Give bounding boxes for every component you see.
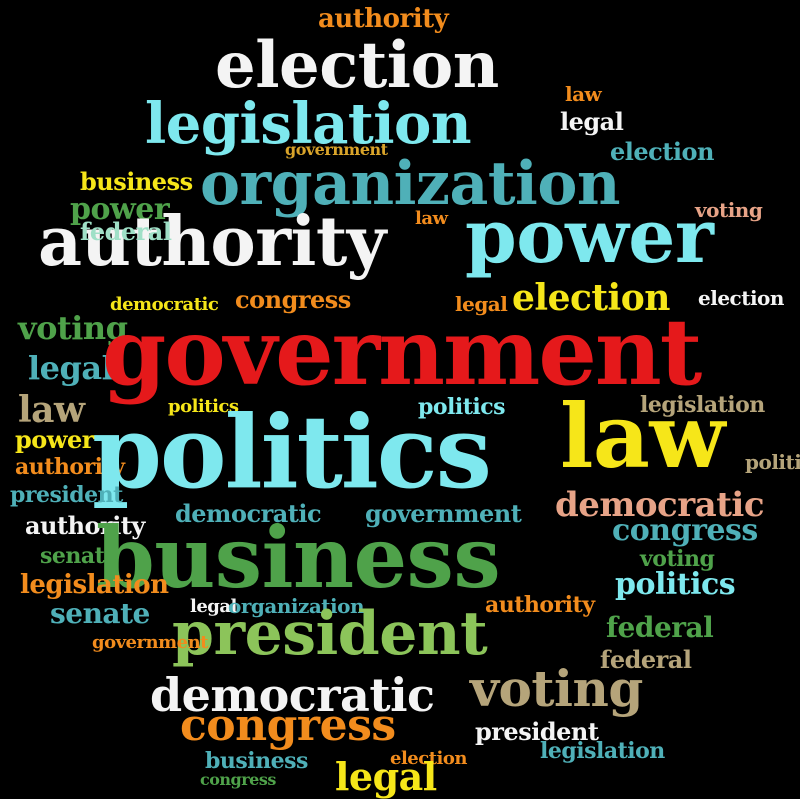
word: government xyxy=(102,298,702,406)
word: politics xyxy=(92,393,492,511)
word: senate xyxy=(50,597,150,630)
word: authority xyxy=(38,202,386,282)
word: president xyxy=(475,717,599,746)
word: politics xyxy=(418,394,506,420)
word: election xyxy=(610,137,714,166)
word: authority xyxy=(25,511,145,540)
word: election xyxy=(512,277,670,319)
word: legal xyxy=(335,754,437,799)
word: authority xyxy=(485,592,595,618)
word: congress xyxy=(180,700,396,751)
word: democratic xyxy=(110,294,219,315)
word: legal xyxy=(190,596,237,617)
word: president xyxy=(10,482,123,508)
word: election xyxy=(215,28,499,103)
word: business xyxy=(80,167,193,196)
word: democratic xyxy=(555,485,765,525)
word: democratic xyxy=(150,668,435,722)
word: business xyxy=(96,508,501,607)
word: law xyxy=(560,384,725,488)
word: authority xyxy=(318,4,449,34)
word: legislation xyxy=(20,570,169,600)
word: voting xyxy=(470,659,643,718)
word: power xyxy=(15,425,94,454)
word: legislation xyxy=(145,91,472,157)
word: election xyxy=(390,748,467,769)
word: law xyxy=(18,389,85,431)
word: congress xyxy=(235,285,351,314)
word: power xyxy=(70,192,170,227)
word: legal xyxy=(560,107,624,136)
word: legislation xyxy=(540,738,665,764)
word: federal xyxy=(606,611,714,644)
word: election xyxy=(698,286,784,310)
word: congress xyxy=(612,513,758,548)
word: law xyxy=(565,82,602,106)
word: organization xyxy=(200,149,620,219)
word: congress xyxy=(200,770,276,789)
word: federal xyxy=(600,645,692,674)
word: legal xyxy=(28,349,114,387)
word: government xyxy=(285,140,388,159)
word: organization xyxy=(228,594,365,618)
word: business xyxy=(205,748,308,774)
word: president xyxy=(172,599,488,669)
word: senate xyxy=(40,543,118,569)
word: voting xyxy=(18,309,128,347)
word: authority xyxy=(15,454,125,480)
word: legal xyxy=(455,292,508,316)
word: politics xyxy=(168,396,239,417)
word: legislation xyxy=(640,392,765,418)
word: law xyxy=(415,208,448,229)
word: voting xyxy=(695,198,763,222)
word: power xyxy=(465,194,714,280)
word: democratic xyxy=(175,499,322,528)
word: federal xyxy=(80,217,172,246)
word: government xyxy=(365,499,522,528)
word: politics xyxy=(615,567,736,602)
word: voting xyxy=(640,546,715,572)
word: government xyxy=(92,632,208,653)
word: politics xyxy=(745,450,800,474)
